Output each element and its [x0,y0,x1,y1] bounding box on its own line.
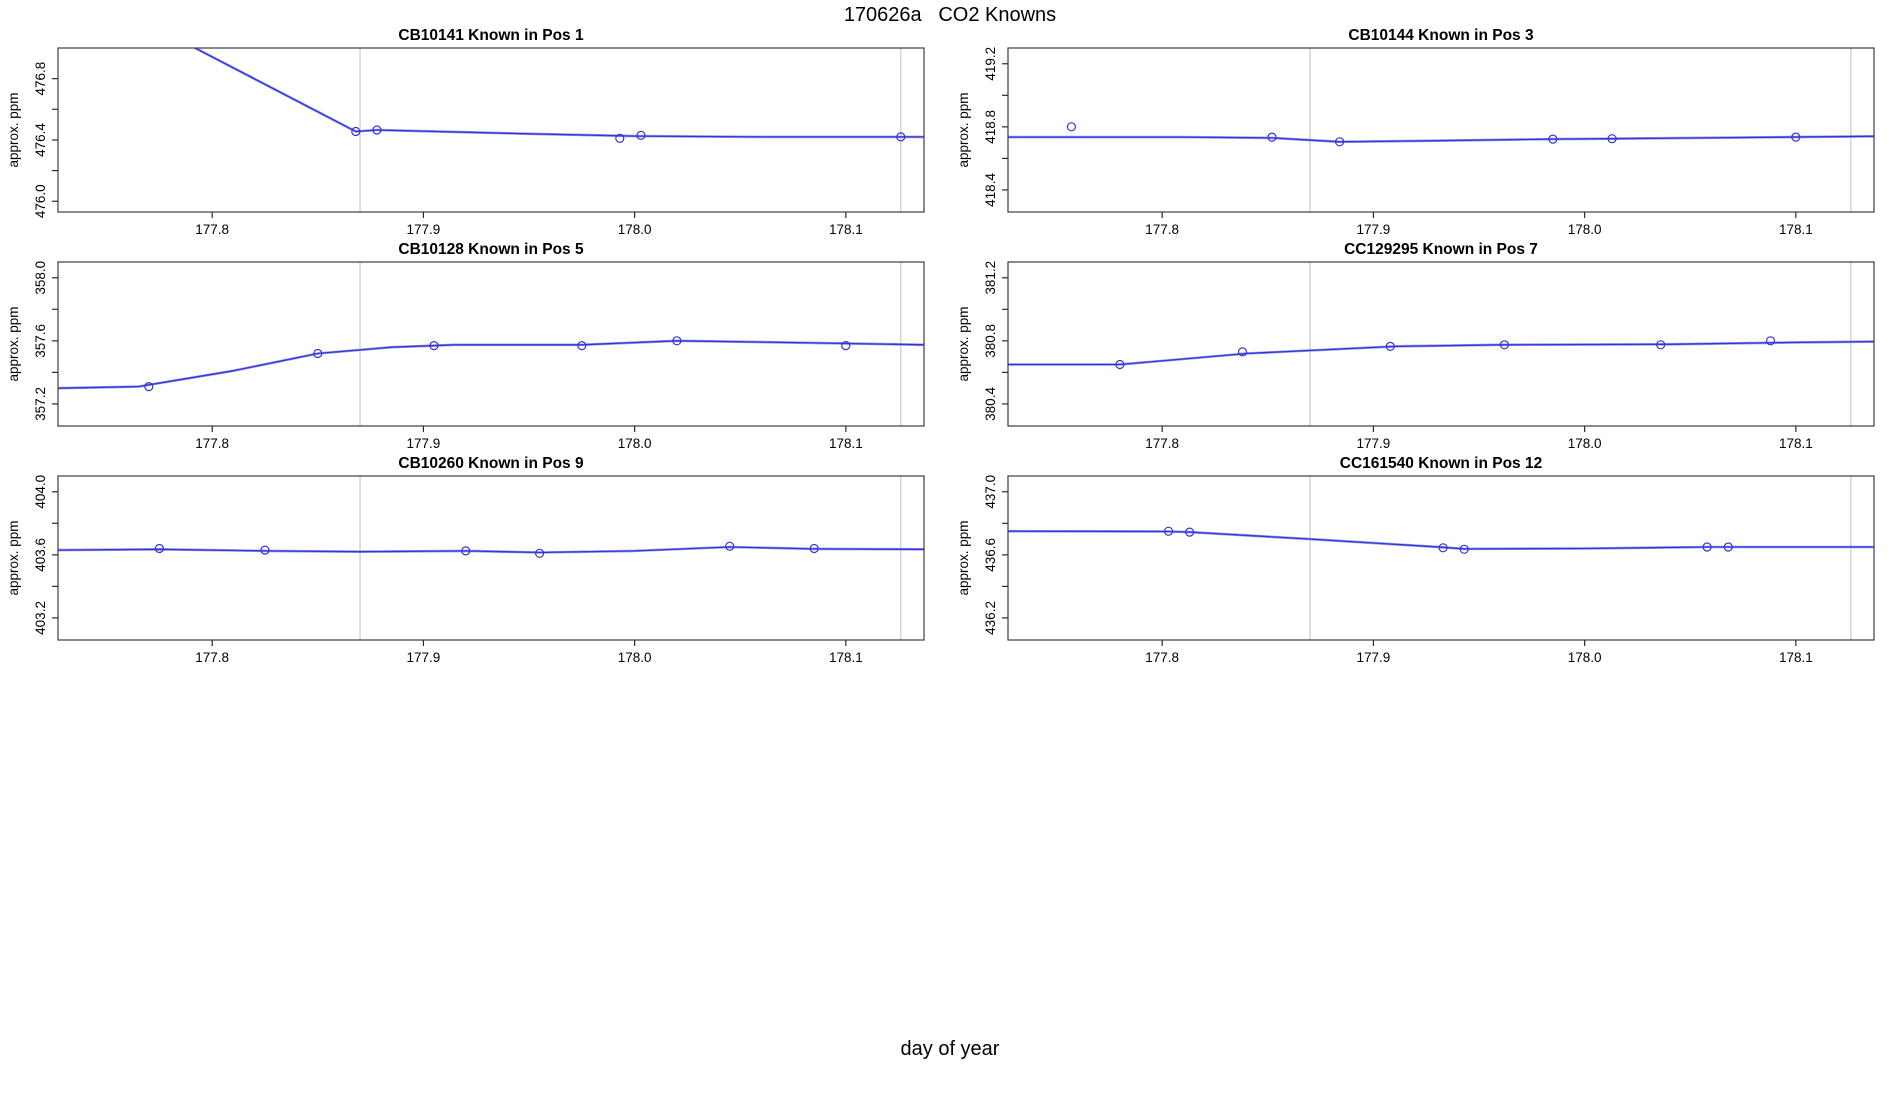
x-axis: 177.8 177.9 178.0 178.1 [195,212,863,237]
x-tick-label: 177.9 [407,436,441,451]
x-tick-label: 178.0 [618,436,652,451]
panel-chart-5: CB10260 Known in Pos 9 177.8 177.9 178.0 178… [6,455,925,665]
plot-frame [57,47,925,213]
x-tick-label: 177.9 [1357,436,1391,451]
series-curve [58,545,924,554]
y-tick-label: 419.2 [983,47,998,81]
y-tick-label: 476.4 [33,123,48,157]
x-tick-label: 178.1 [1779,650,1813,665]
plot-frame [57,475,925,641]
x-tick-label: 177.8 [1145,436,1179,451]
series-curve [58,339,924,390]
y-tick-label: 418.4 [983,173,998,207]
y-tick-label: 404.0 [33,475,48,509]
x-tick-label: 178.0 [1568,222,1602,237]
data-points [154,541,819,558]
gridlines [1309,476,1852,640]
panel-title: CB10144 Known in Pos 3 [1348,27,1534,44]
plot-frame [1007,261,1875,427]
data-points [1115,336,1776,370]
y-axis-label: approx. ppm [956,92,971,167]
y-tick-label: 380.4 [983,387,998,421]
data-points [1066,122,1801,147]
plot-frame [1007,475,1875,641]
panel-chart-3: CB10128 Known in Pos 5 177.8 177.9 178.0 178… [6,241,925,451]
gridlines [359,476,902,640]
x-tick-label: 178.1 [1779,222,1813,237]
x-tick-label: 177.8 [195,650,229,665]
y-tick-label: 436.6 [983,538,998,572]
y-axis-label: approx. ppm [6,520,21,595]
x-tick-label: 177.9 [407,650,441,665]
y-axis: 418.4 418.8 419.2 [983,47,1008,207]
y-tick-label: 476.0 [33,184,48,218]
x-tick-label: 177.8 [1145,650,1179,665]
panel-title: CB10128 Known in Pos 5 [398,241,584,258]
figure-title: 170626a CO2 Knowns [843,4,1057,26]
x-axis-outer-label: day of year [900,1038,1000,1060]
y-tick-label: 476.8 [33,62,48,96]
x-tick-label: 178.1 [829,436,863,451]
panel-chart-1: CB10141 Known in Pos 1 177.8 177.9 178.0 178… [6,27,925,237]
y-tick-label: 437.0 [983,475,998,509]
x-axis: 177.8 177.9 178.0 178.1 [1145,640,1813,665]
series-curve [1008,529,1874,551]
x-tick-label: 177.8 [195,436,229,451]
plot-frame [1007,47,1875,213]
x-tick-label: 177.8 [195,222,229,237]
y-tick-label: 357.2 [33,387,48,421]
panel-chart-2: CB10144 Known in Pos 3 177.8 177.9 178.0 178… [956,27,1875,237]
x-axis: 177.8 177.9 178.0 178.1 [1145,426,1813,451]
y-tick-label: 403.2 [33,601,48,635]
gridlines [359,48,902,212]
x-tick-label: 177.8 [1145,222,1179,237]
y-axis: 403.2 403.6 404.0 [33,475,58,635]
series-curve [1008,340,1874,366]
y-tick-label: 436.2 [983,601,998,635]
series-curve [1008,135,1874,144]
y-axis: 436.2 436.6 437.0 [983,475,1008,635]
x-tick-label: 178.0 [618,222,652,237]
y-axis: 476.0 476.4 476.8 [33,62,58,218]
y-tick-label: 357.6 [33,324,48,358]
data-points [351,125,906,143]
panel-title: CB10260 Known in Pos 9 [398,455,584,472]
y-axis-label: approx. ppm [956,306,971,381]
y-axis-label: approx. ppm [6,92,21,167]
panel-title: CC161540 Known in Pos 12 [1340,455,1542,472]
x-tick-label: 178.0 [1568,436,1602,451]
panel-title: CC129295 Known in Pos 7 [1344,241,1538,258]
x-axis: 177.8 177.9 178.0 178.1 [1145,212,1813,237]
y-tick-label: 358.0 [33,261,48,295]
x-tick-label: 178.1 [1779,436,1813,451]
y-tick-label: 403.6 [33,538,48,572]
x-tick-label: 177.9 [407,222,441,237]
y-axis-label: approx. ppm [6,306,21,381]
y-axis-label: approx. ppm [956,520,971,595]
panel-grid: CB10141 Known in Pos 1 177.8 177.9 178.0 178… [6,27,1875,665]
y-tick-label: 418.8 [983,110,998,144]
x-tick-label: 178.0 [618,650,652,665]
panel-title: CB10141 Known in Pos 1 [398,27,584,44]
data-points [144,336,851,392]
gridlines [1309,48,1852,212]
plot-frame [57,261,925,427]
y-tick-label: 381.2 [983,261,998,295]
x-axis: 177.8 177.9 178.0 178.1 [195,640,863,665]
x-axis: 177.8 177.9 178.0 178.1 [195,426,863,451]
y-axis: 380.4 380.8 381.2 [983,261,1008,421]
x-tick-label: 178.1 [829,222,863,237]
x-tick-label: 177.9 [1357,650,1391,665]
data-points [1163,526,1733,554]
x-tick-label: 178.1 [829,650,863,665]
series-curve [192,48,924,139]
x-tick-label: 177.9 [1357,222,1391,237]
x-tick-label: 178.0 [1568,650,1602,665]
gridlines [1309,262,1852,426]
y-tick-label: 380.8 [983,324,998,358]
y-axis: 357.2 357.6 358.0 [33,261,58,421]
